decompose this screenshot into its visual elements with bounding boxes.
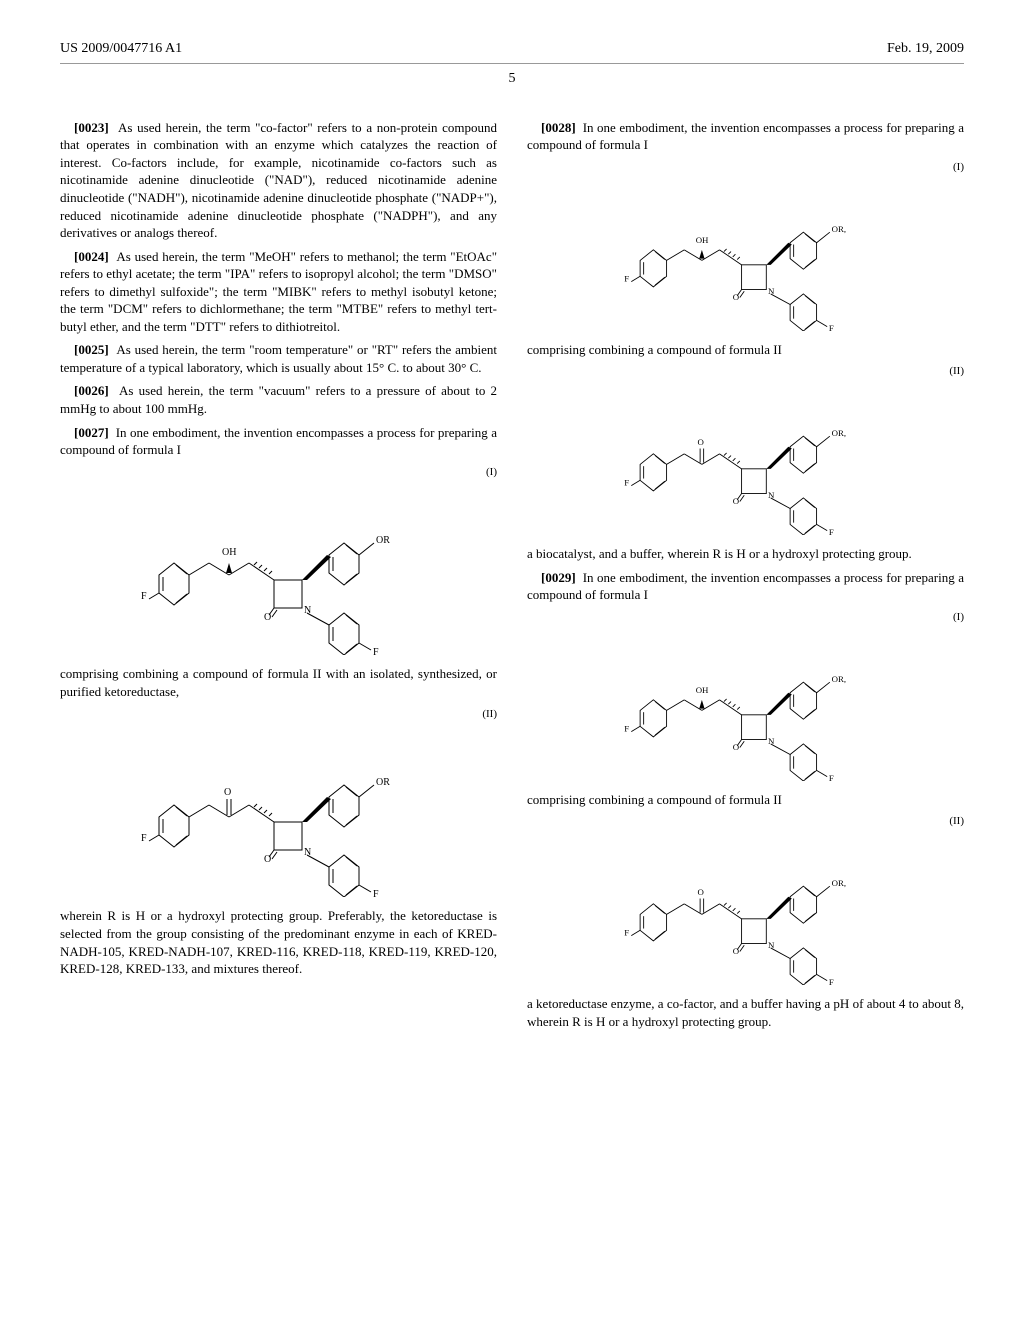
svg-text:OH: OH	[695, 684, 708, 694]
svg-text:F: F	[828, 323, 833, 331]
para-num: [0026]	[74, 383, 109, 398]
formula-label-II: (II)	[527, 364, 964, 379]
paragraph-0029: [0029] In one embodiment, the invention …	[527, 569, 964, 604]
formula-label-I: (I)	[527, 610, 964, 625]
chemical-structure-formula-I: F OH N O	[527, 181, 964, 331]
continuation-text: a ketoreductase enzyme, a co-factor, and…	[527, 995, 964, 1030]
svg-text:F: F	[624, 478, 629, 488]
svg-text:F: F	[624, 723, 629, 733]
chemical-structure-formula-I: F OH N O	[527, 631, 964, 781]
para-text: As used herein, the term "co-factor" ref…	[60, 120, 497, 240]
page-header: US 2009/0047716 A1 Feb. 19, 2009	[60, 40, 964, 64]
paragraph-0023: [0023] As used herein, the term "co-fact…	[60, 119, 497, 242]
para-num: [0023]	[74, 120, 109, 135]
publication-date: Feb. 19, 2009	[887, 40, 964, 59]
svg-text:F: F	[624, 928, 629, 938]
svg-text:F: F	[828, 527, 833, 535]
para-text: As used herein, the term "vacuum" refers…	[60, 383, 497, 416]
svg-text:O: O	[224, 787, 231, 798]
para-num: [0028]	[541, 120, 576, 135]
paragraph-0025: [0025] As used herein, the term "room te…	[60, 341, 497, 376]
svg-text:F: F	[373, 889, 379, 897]
chemical-structure-formula-II: F O N O	[527, 835, 964, 985]
para-num: [0025]	[74, 342, 109, 357]
svg-text:OR: OR	[376, 535, 390, 546]
para-text: As used herein, the term "room temperatu…	[60, 342, 497, 375]
para-text: In one embodiment, the invention encompa…	[527, 120, 964, 153]
svg-text:F: F	[624, 273, 629, 283]
formula-label-II: (II)	[527, 814, 964, 829]
svg-text:OH: OH	[222, 547, 236, 558]
continuation-text: wherein R is H or a hydroxyl protecting …	[60, 907, 497, 977]
svg-text:OR,: OR,	[831, 428, 845, 438]
svg-text:F: F	[828, 977, 833, 985]
formula-label-I: (I)	[527, 160, 964, 175]
left-column: [0023] As used herein, the term "co-fact…	[60, 119, 497, 1036]
svg-text:F: F	[141, 833, 147, 844]
para-text: As used herein, the term "MeOH" refers t…	[60, 249, 497, 334]
para-num: [0029]	[541, 570, 576, 585]
para-text: In one embodiment, the invention encompa…	[60, 425, 497, 458]
continuation-text: comprising combining a compound of formu…	[527, 341, 964, 359]
formula-label-I: (I)	[60, 465, 497, 480]
svg-text:F: F	[141, 591, 147, 602]
svg-text:OR,: OR,	[831, 878, 845, 888]
paragraph-0028: [0028] In one embodiment, the invention …	[527, 119, 964, 154]
para-text: In one embodiment, the invention encompa…	[527, 570, 964, 603]
continuation-text: comprising combining a compound of formu…	[527, 791, 964, 809]
two-column-layout: [0023] As used herein, the term "co-fact…	[60, 119, 964, 1036]
svg-text:F: F	[828, 773, 833, 781]
chemical-structure-formula-II: F O N O	[527, 385, 964, 535]
para-num: [0024]	[74, 249, 109, 264]
svg-text:F: F	[373, 647, 379, 655]
continuation-text: a biocatalyst, and a buffer, wherein R i…	[527, 545, 964, 563]
svg-text:OH: OH	[695, 234, 708, 244]
page-number: 5	[60, 70, 964, 89]
chemical-structure-formula-II: F O N O	[60, 727, 497, 897]
svg-text:OR,: OR,	[831, 674, 845, 684]
paragraph-0027: [0027] In one embodiment, the invention …	[60, 424, 497, 459]
formula-label-II: (II)	[60, 707, 497, 722]
para-num: [0027]	[74, 425, 109, 440]
paragraph-0026: [0026] As used herein, the term "vacuum"…	[60, 382, 497, 417]
chemical-structure-formula-I: F OH N O	[60, 485, 497, 655]
continuation-text: comprising combining a compound of formu…	[60, 665, 497, 700]
svg-text:O: O	[697, 437, 703, 447]
svg-text:OR: OR	[376, 777, 390, 788]
right-column: [0028] In one embodiment, the invention …	[527, 119, 964, 1036]
svg-text:O: O	[697, 887, 703, 897]
svg-text:OR,: OR,	[831, 224, 845, 234]
publication-number: US 2009/0047716 A1	[60, 40, 182, 59]
paragraph-0024: [0024] As used herein, the term "MeOH" r…	[60, 248, 497, 336]
